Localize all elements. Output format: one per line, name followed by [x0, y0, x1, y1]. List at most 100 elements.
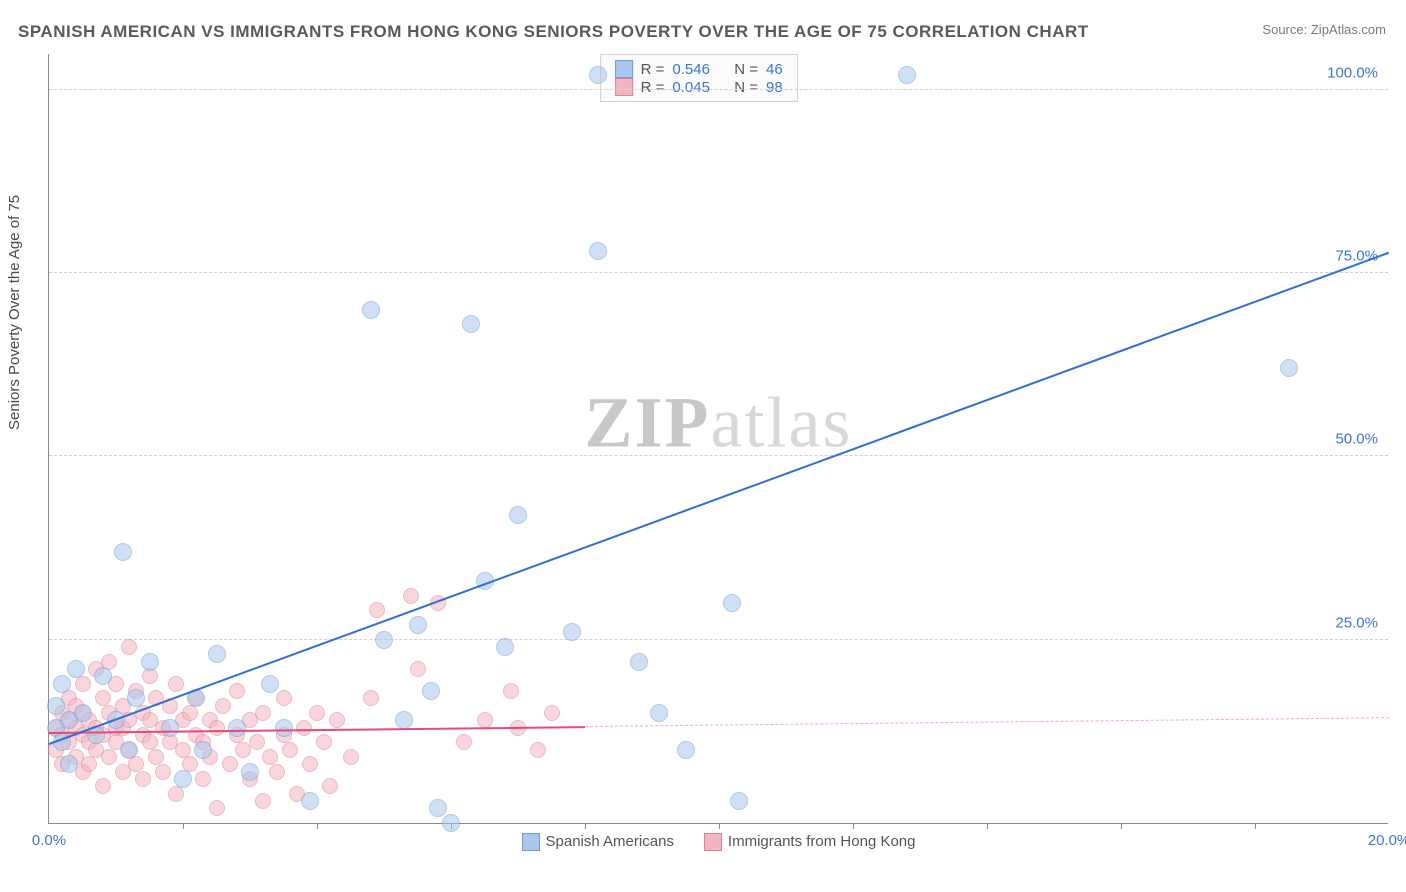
scatter-point-spanish: [187, 689, 205, 707]
scatter-point-hongkong: [101, 705, 117, 721]
scatter-point-hongkong: [75, 705, 91, 721]
scatter-point-hongkong: [510, 720, 526, 736]
scatter-point-hongkong: [363, 690, 379, 706]
scatter-point-hongkong: [329, 712, 345, 728]
watermark-text: ZIPatlas: [585, 382, 853, 465]
scatter-point-hongkong: [403, 588, 419, 604]
gridline: [49, 455, 1388, 456]
scatter-point-hongkong: [202, 749, 218, 765]
n-value-spanish: 46: [766, 61, 783, 78]
scatter-point-spanish: [60, 711, 78, 729]
scatter-point-spanish: [174, 770, 192, 788]
x-tick-label: 20.0%: [1368, 832, 1406, 849]
scatter-plot: ZIPatlas R = 0.546 N = 46 R = 0.045 N = …: [48, 54, 1388, 824]
source-attribution: Source: ZipAtlas.com: [1262, 22, 1386, 37]
scatter-point-hongkong: [88, 742, 104, 758]
scatter-point-hongkong: [544, 705, 560, 721]
r-value-hongkong: 0.045: [672, 79, 710, 96]
scatter-point-hongkong: [115, 720, 131, 736]
scatter-point-hongkong: [229, 727, 245, 743]
watermark-zip: ZIP: [585, 383, 711, 463]
scatter-point-spanish: [241, 763, 259, 781]
scatter-point-hongkong: [175, 742, 191, 758]
scatter-point-spanish: [375, 631, 393, 649]
scatter-point-spanish: [194, 741, 212, 759]
scatter-point-hongkong: [142, 668, 158, 684]
scatter-point-hongkong: [128, 756, 144, 772]
scatter-point-hongkong: [269, 764, 285, 780]
y-axis-label: Seniors Poverty Over the Age of 75: [6, 195, 23, 430]
scatter-point-hongkong: [88, 720, 104, 736]
scatter-point-spanish: [476, 572, 494, 590]
scatter-point-hongkong: [410, 661, 426, 677]
scatter-point-hongkong: [88, 661, 104, 677]
correlation-legend-row-hongkong: R = 0.045 N = 98: [615, 78, 783, 96]
scatter-point-hongkong: [75, 727, 91, 743]
scatter-point-hongkong: [188, 727, 204, 743]
scatter-point-hongkong: [108, 734, 124, 750]
scatter-point-hongkong: [282, 742, 298, 758]
x-tick-mark: [719, 823, 720, 829]
scatter-point-hongkong: [369, 602, 385, 618]
scatter-point-spanish: [429, 799, 447, 817]
scatter-point-hongkong: [430, 595, 446, 611]
swatch-hongkong: [615, 78, 633, 96]
scatter-point-hongkong: [61, 734, 77, 750]
scatter-point-hongkong: [209, 800, 225, 816]
scatter-point-hongkong: [95, 727, 111, 743]
legend-label-spanish: Spanish Americans: [546, 833, 674, 850]
scatter-point-hongkong: [242, 712, 258, 728]
x-tick-mark: [183, 823, 184, 829]
scatter-point-hongkong: [168, 786, 184, 802]
scatter-point-spanish: [47, 697, 65, 715]
trend-line: [585, 718, 1389, 728]
scatter-point-hongkong: [81, 734, 97, 750]
scatter-point-hongkong: [296, 720, 312, 736]
scatter-point-spanish: [301, 792, 319, 810]
scatter-point-hongkong: [249, 734, 265, 750]
scatter-point-hongkong: [115, 698, 131, 714]
y-tick-label: 50.0%: [1335, 431, 1378, 448]
watermark-atlas: atlas: [711, 383, 853, 463]
series-legend: Spanish Americans Immigrants from Hong K…: [522, 833, 916, 851]
scatter-point-hongkong: [276, 727, 292, 743]
x-tick-mark: [987, 823, 988, 829]
scatter-point-hongkong: [108, 676, 124, 692]
scatter-point-hongkong: [343, 749, 359, 765]
x-tick-mark: [585, 823, 586, 829]
n-label: N =: [734, 61, 758, 78]
scatter-point-spanish: [87, 726, 105, 744]
scatter-point-hongkong: [135, 705, 151, 721]
scatter-point-hongkong: [95, 778, 111, 794]
scatter-point-hongkong: [289, 786, 305, 802]
scatter-point-hongkong: [162, 698, 178, 714]
source-link[interactable]: ZipAtlas.com: [1311, 22, 1386, 37]
scatter-point-hongkong: [128, 683, 144, 699]
correlation-legend-row-spanish: R = 0.546 N = 46: [615, 60, 783, 78]
scatter-point-hongkong: [101, 749, 117, 765]
x-tick-mark: [1255, 823, 1256, 829]
scatter-point-hongkong: [229, 683, 245, 699]
scatter-point-hongkong: [182, 756, 198, 772]
scatter-point-spanish: [74, 704, 92, 722]
scatter-point-hongkong: [477, 712, 493, 728]
scatter-point-hongkong: [276, 690, 292, 706]
scatter-point-hongkong: [255, 793, 271, 809]
scatter-point-hongkong: [68, 698, 84, 714]
scatter-point-spanish: [208, 645, 226, 663]
scatter-point-spanish: [53, 675, 71, 693]
scatter-point-hongkong: [188, 690, 204, 706]
scatter-point-hongkong: [162, 734, 178, 750]
scatter-point-hongkong: [81, 756, 97, 772]
scatter-point-spanish: [898, 66, 916, 84]
gridline: [49, 639, 1388, 640]
scatter-point-hongkong: [75, 764, 91, 780]
scatter-point-hongkong: [316, 734, 332, 750]
scatter-point-spanish: [677, 741, 695, 759]
n-value-hongkong: 98: [766, 79, 783, 96]
scatter-point-hongkong: [168, 676, 184, 692]
scatter-point-spanish: [47, 719, 65, 737]
chart-title: SPANISH AMERICAN VS IMMIGRANTS FROM HONG…: [18, 22, 1089, 42]
scatter-point-hongkong: [68, 720, 84, 736]
scatter-point-hongkong: [302, 756, 318, 772]
